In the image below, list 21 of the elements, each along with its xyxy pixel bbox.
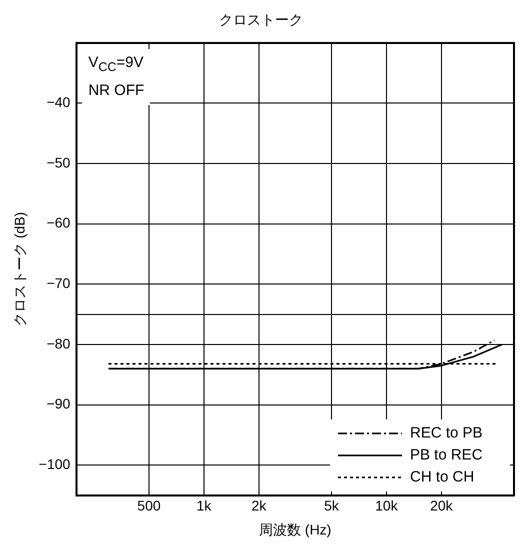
- legend-label: REC to PB: [410, 424, 483, 442]
- annotation: V$_{CC}$=9V: [88, 52, 144, 76]
- legend-label: CH to CH: [410, 468, 474, 486]
- y-tick-label: −40: [46, 94, 71, 110]
- x-tick-label: 10k: [375, 498, 399, 514]
- x-axis-title: 周波数 (Hz): [259, 521, 332, 538]
- y-tick-label: −80: [46, 335, 71, 352]
- x-tick-label: 1k: [196, 498, 212, 514]
- chart-title: クロストーク: [219, 11, 303, 28]
- x-tick-label: 20k: [430, 498, 454, 514]
- x-tick-label: 2k: [251, 498, 268, 514]
- annotation: NR OFF: [88, 80, 144, 101]
- y-tick-label: −50: [46, 154, 71, 170]
- y-tick-label: −90: [46, 396, 71, 412]
- x-tick-label: 500: [137, 498, 161, 514]
- y-tick-label: −60: [46, 214, 71, 231]
- y-tick-label: −100: [38, 456, 71, 472]
- y-tick-label: −70: [46, 275, 71, 292]
- x-tick-label: 5k: [324, 498, 340, 514]
- legend-label: PB to REC: [410, 446, 483, 464]
- y-axis-title: クロストーク (dB): [11, 212, 28, 326]
